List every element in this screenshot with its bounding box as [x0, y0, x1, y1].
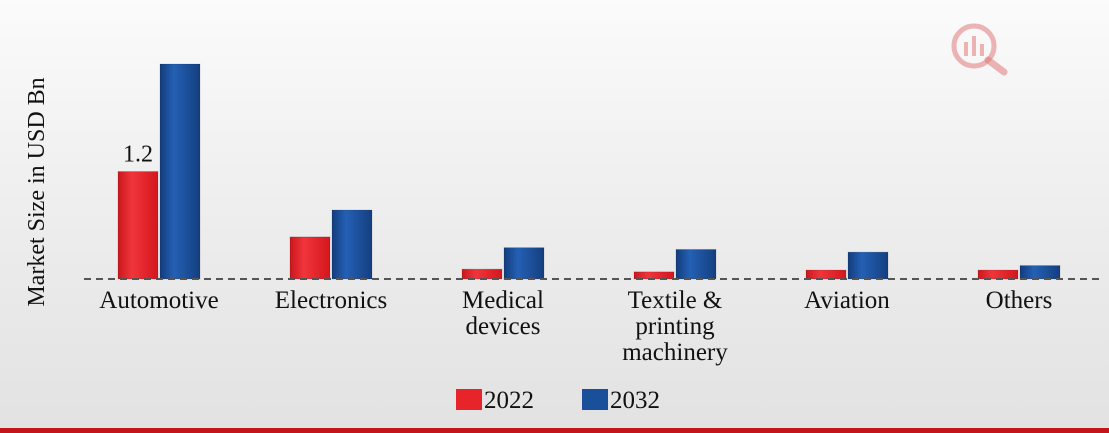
- x-tick-label: Textile & printing machinery: [622, 287, 728, 366]
- bar-2022-4: [805, 269, 847, 280]
- x-tick-label: Others: [986, 287, 1053, 314]
- bar-2022-2: [461, 268, 503, 280]
- x-tick-label: Medical devices: [462, 287, 544, 340]
- bottom-accent-rule: [0, 428, 1109, 433]
- x-tick-label: Aviation: [804, 287, 890, 314]
- x-tick-label: Electronics: [275, 287, 387, 314]
- bar-2022-1: [289, 236, 331, 280]
- bar-2022-5: [977, 269, 1019, 280]
- bar-2032-1: [331, 209, 373, 280]
- bar-2022-3: [633, 271, 675, 280]
- legend-swatch-2032: [582, 389, 608, 410]
- legend-label-2022: 2022: [484, 387, 534, 414]
- legend-swatch-2022: [456, 389, 482, 410]
- bar-2032-3: [675, 248, 717, 280]
- bar-2032-0: [159, 63, 201, 280]
- bar-2032-4: [847, 251, 889, 280]
- data-label: 1.2: [123, 142, 153, 168]
- x-tick-label: Automotive: [99, 287, 218, 314]
- bar-2022-0: [117, 171, 159, 280]
- bar-2032-2: [503, 247, 545, 280]
- y-axis-label: Market Size in USD Bn: [24, 77, 50, 306]
- legend-label-2032: 2032: [610, 387, 660, 414]
- brand-logo-icon: [951, 23, 1008, 76]
- bar-2032-5: [1019, 265, 1061, 280]
